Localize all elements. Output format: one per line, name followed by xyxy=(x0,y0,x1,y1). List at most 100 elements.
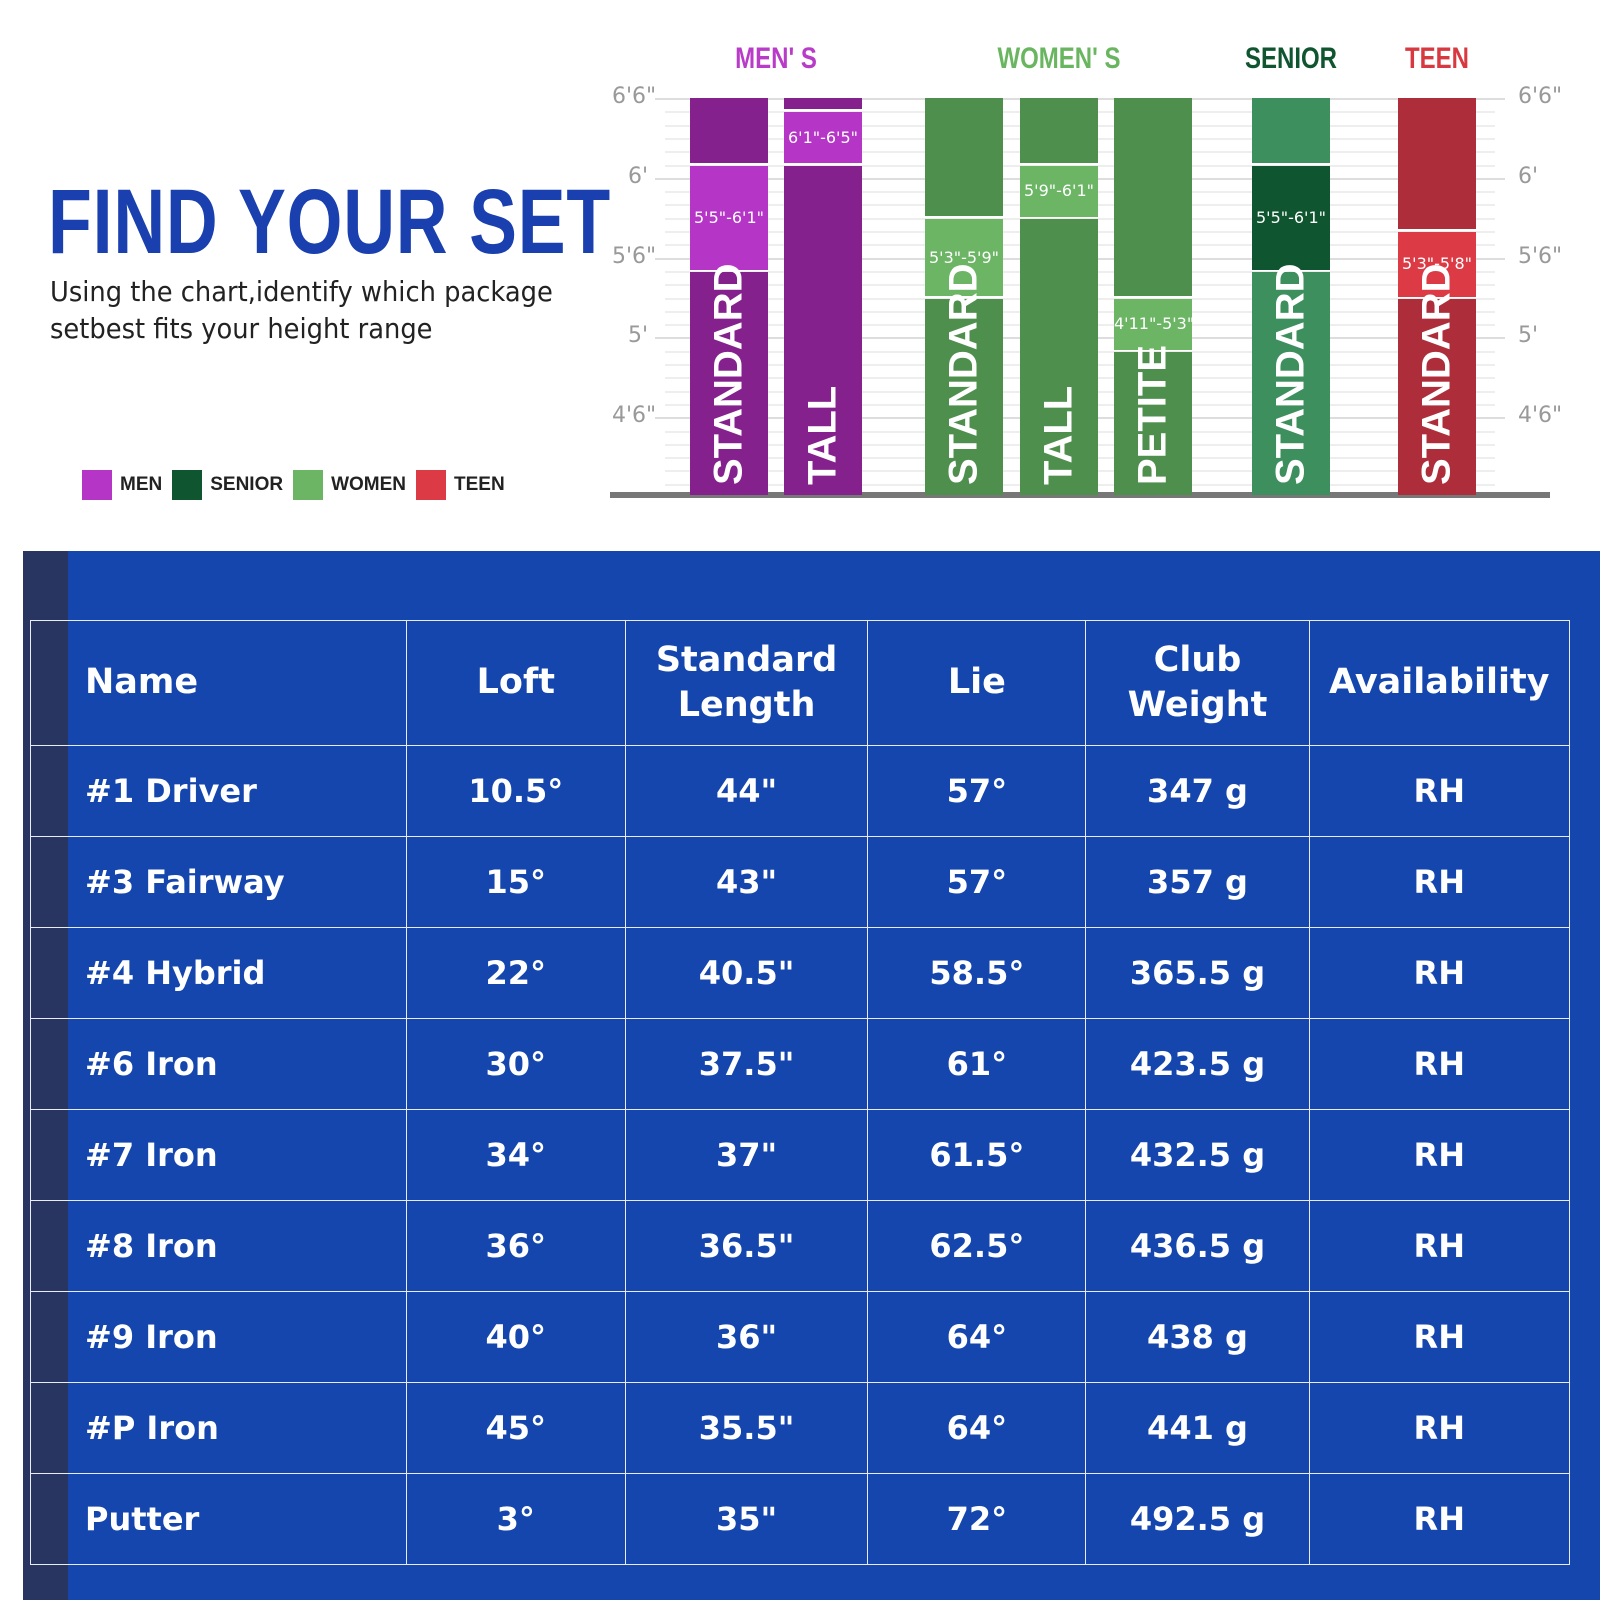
bar-segment-below xyxy=(690,271,768,495)
y-tick-left: 5'6" xyxy=(612,243,657,269)
table-cell: 37.5" xyxy=(624,1018,869,1110)
range-label: 4'11"-5'3" xyxy=(1114,314,1195,334)
y-tick-right: 4'6" xyxy=(1518,403,1563,429)
bar-segment-range xyxy=(784,112,862,164)
bar-segment-range xyxy=(690,165,768,270)
column-header-lie: Lie xyxy=(867,620,1087,746)
bar-women-petite: 4'11"-5'3" PETITE xyxy=(1114,98,1195,495)
bar-men-tall: 6'1"-6'5" TALL xyxy=(784,98,862,495)
table-row: #3 Fairway 15° 43" 57° 357 g RH xyxy=(30,836,1571,928)
bar-segment-range xyxy=(1398,232,1476,297)
bar-segment-above xyxy=(925,98,1003,216)
table-cell: Putter xyxy=(30,1473,407,1565)
table-cell: RH xyxy=(1308,1109,1571,1201)
table-cell: 438 g xyxy=(1085,1291,1310,1383)
table-cell: 492.5 g xyxy=(1085,1473,1310,1565)
table-cell: 347 g xyxy=(1085,745,1310,837)
bar-teen-standard: 5'3"-5'8" STANDARD xyxy=(1398,98,1476,495)
bar-name: PETITE xyxy=(1130,344,1175,485)
y-tick-right: 5' xyxy=(1518,323,1539,349)
table-cell: 62.5° xyxy=(867,1200,1087,1292)
page-title: FIND YOUR SET xyxy=(48,171,612,273)
table-cell: 436.5 g xyxy=(1085,1200,1310,1292)
bar-name: STANDARD xyxy=(706,263,751,485)
column-header-name: Name xyxy=(30,620,407,746)
range-label: 6'1"-6'5" xyxy=(787,127,858,147)
table-cell: #8 Iron xyxy=(30,1200,407,1292)
table-row: #8 Iron 36° 36.5" 62.5° 436.5 g RH xyxy=(30,1200,1571,1292)
table-cell: RH xyxy=(1308,927,1571,1019)
bar-name: STANDARD xyxy=(941,263,986,485)
table-row: Putter 3° 35" 72° 492.5 g RH xyxy=(30,1473,1571,1565)
legend-swatch xyxy=(293,470,324,500)
legend-item: MEN xyxy=(82,470,162,500)
table-cell: 57° xyxy=(867,836,1087,928)
legend-swatch xyxy=(416,470,447,500)
legend-label: WOMEN xyxy=(331,474,407,495)
table-cell: 61° xyxy=(867,1018,1087,1110)
table-cell: 72° xyxy=(867,1473,1087,1565)
bar-women-standard: 5'3"-5'9" STANDARD xyxy=(925,98,1003,495)
table-cell: #6 Iron xyxy=(30,1018,407,1110)
table-cell: #1 Driver xyxy=(30,745,407,837)
legend-label: MEN xyxy=(120,474,163,495)
table-row: #9 Iron 40° 36" 64° 438 g RH xyxy=(30,1291,1571,1383)
table-row: #1 Driver 10.5° 44" 57° 347 g RH xyxy=(30,745,1571,837)
table-cell: RH xyxy=(1308,836,1571,928)
column-header-standard-length: Standard Length xyxy=(624,620,869,746)
legend-label: TEEN xyxy=(454,474,505,495)
column-header-loft: Loft xyxy=(405,620,626,746)
legend-swatch xyxy=(172,470,203,500)
table-cell: 423.5 g xyxy=(1085,1018,1310,1110)
bar-senior-standard: 5'5"-6'1" STANDARD xyxy=(1252,98,1330,495)
table-cell: #9 Iron xyxy=(30,1291,407,1383)
range-label: 5'5"-6'1" xyxy=(1255,207,1326,227)
table-cell: RH xyxy=(1308,1473,1571,1565)
y-tick-right: 5'6" xyxy=(1518,243,1563,269)
legend: MEN SENIOR WOMEN TEEN xyxy=(82,470,509,500)
table-cell: 357 g xyxy=(1085,836,1310,928)
table-cell: 365.5 g xyxy=(1085,927,1310,1019)
group-header: SENIOR xyxy=(1244,42,1338,75)
table-cell: 44" xyxy=(624,745,869,837)
bar-name: TALL xyxy=(800,385,845,485)
group-header: MEN' S xyxy=(735,42,817,75)
bar-segment-above xyxy=(1252,98,1330,163)
table-cell: 34° xyxy=(405,1109,626,1201)
table-cell: 45° xyxy=(405,1382,626,1474)
column-header-club-weight: Club Weight xyxy=(1085,620,1310,746)
bar-segment-below xyxy=(1398,298,1476,495)
table-cell: 36.5" xyxy=(624,1200,869,1292)
bar-segment-range xyxy=(1252,165,1330,270)
table-cell: RH xyxy=(1308,1291,1571,1383)
bar-segment-below xyxy=(1252,271,1330,495)
group-header: TEEN xyxy=(1404,42,1469,75)
table-cell: 36" xyxy=(624,1291,869,1383)
table-cell: 432.5 g xyxy=(1085,1109,1310,1201)
subtitle-line-1: Using the chart,identify which package xyxy=(50,275,553,308)
y-tick-right: 6' xyxy=(1518,163,1539,189)
bar-segment-range xyxy=(1020,165,1098,217)
club-specs-table: Name Loft Standard Length Lie Club Weight Ava… xyxy=(30,620,1571,1565)
bar-segment-range xyxy=(1114,298,1192,350)
range-label: 5'3"-5'9" xyxy=(928,247,999,267)
bar-segment-below xyxy=(1020,218,1098,495)
table-cell: 10.5° xyxy=(405,745,626,837)
chart-baseline xyxy=(610,492,1550,498)
bar-segment-above xyxy=(1020,98,1098,163)
legend-item: WOMEN xyxy=(293,470,406,500)
table-cell: 36° xyxy=(405,1200,626,1292)
table-cell: 57° xyxy=(867,745,1087,837)
table-cell: #7 Iron xyxy=(30,1109,407,1201)
table-cell: #3 Fairway xyxy=(30,836,407,928)
table-cell: 3° xyxy=(405,1473,626,1565)
bar-segment-above xyxy=(1114,98,1192,296)
table-cell: 441 g xyxy=(1085,1382,1310,1474)
range-label: 5'9"-6'1" xyxy=(1023,181,1094,201)
height-chart: 6'6" 6'6" 6' 6' 5'6" 5'6" 5' 5' 4'6" 4'6" MEN' S WO… xyxy=(0,0,1600,520)
table-cell: 43" xyxy=(624,836,869,928)
legend-swatch xyxy=(82,470,112,500)
table-cell: 30° xyxy=(405,1018,626,1110)
table-cell: 64° xyxy=(867,1382,1087,1474)
table-cell: 35.5" xyxy=(624,1382,869,1474)
